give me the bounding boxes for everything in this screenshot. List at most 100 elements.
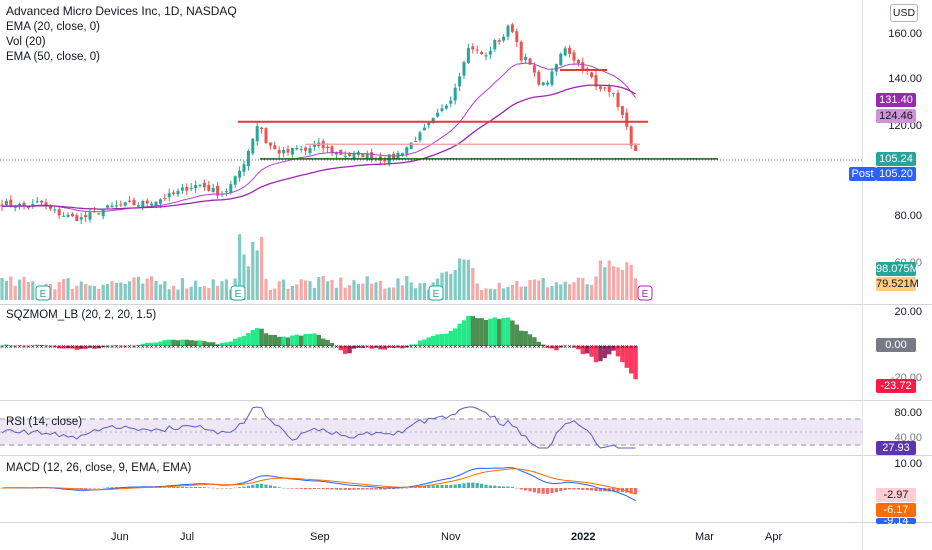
squeeze-dot: × xyxy=(502,344,506,351)
currency-button[interactable]: USD xyxy=(890,4,918,22)
macd-hist-bar xyxy=(462,483,466,488)
volume-bar xyxy=(216,285,220,300)
candle-body xyxy=(128,200,132,202)
candle-body xyxy=(422,127,426,131)
macd-hist-bar xyxy=(515,487,519,489)
candle-body xyxy=(546,82,550,85)
candle-body xyxy=(427,122,431,126)
candle-body xyxy=(101,209,105,217)
squeeze-bar xyxy=(299,335,304,346)
squeeze-bar xyxy=(558,346,563,348)
squeeze-bar xyxy=(131,346,137,347)
squeeze-bar xyxy=(285,337,291,346)
squeeze-dot: × xyxy=(22,344,26,351)
macd-hist-bar xyxy=(246,485,250,488)
squeeze-bar xyxy=(74,346,79,350)
candle-body xyxy=(506,25,510,37)
squeeze-bar xyxy=(545,346,550,348)
squeeze-bar xyxy=(52,346,57,347)
squeeze-dot: × xyxy=(541,344,545,351)
squeeze-dot: × xyxy=(449,344,453,351)
macd-hist-bar xyxy=(400,488,404,489)
squeeze-dot: × xyxy=(26,344,30,351)
sqzmom-title[interactable]: SQZMOM_LB (20, 2, 20, 1.5) xyxy=(6,309,157,321)
macd-hist-bar xyxy=(308,488,312,490)
candle-body xyxy=(123,202,127,206)
squeeze-dot: × xyxy=(75,344,79,351)
candle-body xyxy=(418,132,422,141)
squeeze-bar xyxy=(219,342,225,346)
macd-hist-bar xyxy=(172,487,176,488)
volume-bar xyxy=(356,284,360,300)
squeeze-bar xyxy=(83,346,88,349)
squeeze-bar xyxy=(268,334,273,346)
macd-signal-tag: -6.17 xyxy=(876,503,916,517)
volume-bar xyxy=(110,281,114,300)
volume-bar xyxy=(458,258,462,300)
squeeze-bar xyxy=(338,346,343,351)
candle-body xyxy=(194,185,198,188)
candle-body xyxy=(370,152,374,160)
volume-bar xyxy=(497,282,501,300)
macd-hist-bar xyxy=(537,488,541,494)
squeeze-bar xyxy=(404,346,409,348)
price-tick: 120.00 xyxy=(888,120,922,132)
squeeze-bar xyxy=(365,346,370,347)
squeeze-bar xyxy=(290,335,295,346)
squeeze-dot: × xyxy=(167,344,171,351)
squeeze-bar xyxy=(382,346,387,350)
macd-title[interactable]: MACD (12, 26, close, 9, EMA, EMA) xyxy=(6,462,192,474)
candle-body xyxy=(273,145,277,150)
squeeze-dot: × xyxy=(304,344,308,351)
macd-hist-bar xyxy=(326,488,330,490)
candle-body xyxy=(176,190,180,195)
rsi-value-tag: 27.93 xyxy=(876,441,916,455)
squeeze-bar xyxy=(193,340,198,346)
candle-body xyxy=(238,170,242,178)
squeeze-dot: × xyxy=(361,344,365,351)
squeeze-dot: × xyxy=(224,344,228,351)
volume-bar xyxy=(339,277,343,300)
volume-bar xyxy=(53,289,57,300)
candle-body xyxy=(79,217,83,220)
legend-volume[interactable]: Vol (20) xyxy=(6,36,46,48)
squeeze-bar xyxy=(461,320,467,346)
squeeze-bar xyxy=(61,346,66,349)
macd-hist-bar xyxy=(167,487,171,488)
squeeze-bar xyxy=(479,318,484,346)
squeeze-dot: × xyxy=(299,344,303,351)
volume-bar xyxy=(572,282,576,300)
rsi-title[interactable]: RSI (14, close) xyxy=(6,416,83,428)
volume-bar xyxy=(198,286,202,300)
squeeze-bar xyxy=(136,345,141,346)
squeeze-bar xyxy=(624,346,629,368)
candle-body xyxy=(62,215,66,217)
squeeze-bar xyxy=(57,346,62,349)
macd-hist-bar xyxy=(634,488,638,495)
earnings-marker xyxy=(637,285,653,301)
squeeze-dot: × xyxy=(576,344,580,351)
x-label: Mar xyxy=(695,531,714,543)
macd-hist-bar xyxy=(352,488,356,490)
volume-bar xyxy=(242,254,246,300)
candle-body xyxy=(405,147,409,154)
macd-hist-bar xyxy=(317,488,321,489)
macd-hist-bar xyxy=(0,488,4,489)
candle-body xyxy=(172,192,176,194)
legend-ema50[interactable]: EMA (50, close, 0) xyxy=(6,51,100,63)
squeeze-bar xyxy=(598,346,603,362)
squeeze-dot: × xyxy=(466,344,470,351)
squeeze-dot: × xyxy=(176,344,180,351)
volume-bar xyxy=(264,278,268,300)
candle-body xyxy=(453,87,457,101)
candle-body xyxy=(167,193,171,198)
volume-bar xyxy=(365,276,369,300)
volume-tag: 98.075M xyxy=(876,262,919,276)
squeeze-dot: × xyxy=(378,344,382,351)
chart-title: Advanced Micro Devices Inc, 1D, NASDAQ xyxy=(6,4,237,18)
macd-hist-bar xyxy=(598,488,602,492)
squeeze-dot: × xyxy=(392,344,396,351)
legend-ema20[interactable]: EMA (20, close, 0) xyxy=(6,21,100,33)
macd-hist-bar xyxy=(330,488,334,490)
